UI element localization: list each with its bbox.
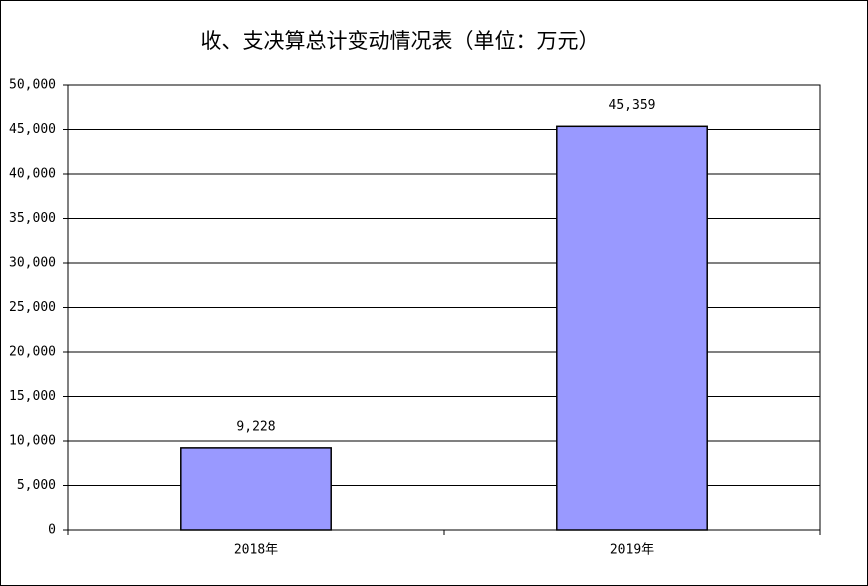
y-tick-label: 5,000	[17, 478, 56, 493]
y-tick-label: 30,000	[9, 256, 56, 271]
data-label: 9,228	[236, 419, 275, 434]
y-tick-label: 10,000	[9, 434, 56, 449]
y-tick-label: 40,000	[9, 167, 56, 182]
chart-title: 收、支决算总计变动情况表（单位：万元）	[201, 29, 600, 53]
bar	[556, 125, 708, 531]
x-tick-label: 2019年	[610, 543, 654, 558]
y-tick-label: 15,000	[9, 389, 56, 404]
y-tick-label: 20,000	[9, 345, 56, 360]
bar	[180, 447, 332, 531]
y-tick-label: 0	[48, 523, 56, 538]
data-label: 45,359	[609, 98, 656, 113]
y-tick-label: 35,000	[9, 211, 56, 226]
y-tick-label: 45,000	[9, 122, 56, 137]
x-tick-label: 2018年	[234, 543, 278, 558]
y-tick-label: 25,000	[9, 300, 56, 315]
y-tick-label: 50,000	[9, 78, 56, 93]
